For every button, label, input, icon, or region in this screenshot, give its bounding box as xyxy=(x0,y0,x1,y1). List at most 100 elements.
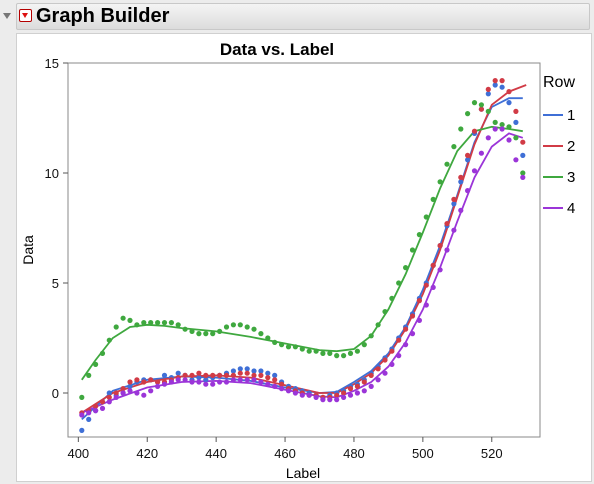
data-point-series-4 xyxy=(189,379,195,385)
data-point-series-4 xyxy=(368,383,374,389)
data-point-series-3 xyxy=(368,333,374,339)
data-point-series-3 xyxy=(403,265,409,271)
y-tick-label: 15 xyxy=(45,56,59,71)
data-point-series-4 xyxy=(93,408,99,414)
data-point-series-3 xyxy=(203,331,209,337)
legend-label-4[interactable]: 4 xyxy=(567,200,575,217)
data-point-series-1 xyxy=(506,100,512,106)
legend-label-2[interactable]: 2 xyxy=(567,138,575,155)
data-point-series-3 xyxy=(265,335,271,341)
data-point-series-3 xyxy=(382,309,388,315)
data-point-series-2 xyxy=(334,392,340,398)
data-point-series-4 xyxy=(306,392,312,398)
legend-label-1[interactable]: 1 xyxy=(567,107,575,124)
data-point-series-4 xyxy=(458,207,464,213)
data-point-series-2 xyxy=(99,399,106,405)
data-point-series-4 xyxy=(444,247,450,253)
data-point-series-1 xyxy=(230,368,236,374)
data-point-series-3 xyxy=(182,326,188,332)
data-point-series-4 xyxy=(279,386,285,392)
data-point-series-4 xyxy=(485,135,491,141)
data-point-series-2 xyxy=(148,377,154,383)
data-point-series-3 xyxy=(347,350,354,356)
data-point-series-3 xyxy=(210,331,216,337)
data-point-series-3 xyxy=(471,100,478,106)
data-point-series-3 xyxy=(272,339,278,345)
data-point-series-4 xyxy=(265,381,271,387)
data-point-series-2 xyxy=(120,386,126,392)
data-point-series-2 xyxy=(389,348,395,354)
data-point-series-4 xyxy=(334,397,340,403)
data-point-series-2 xyxy=(203,372,209,378)
data-point-series-3 xyxy=(478,102,484,108)
data-point-series-2 xyxy=(451,196,457,202)
data-point-series-4 xyxy=(403,342,409,348)
data-point-series-2 xyxy=(416,298,422,304)
window-title: Graph Builder xyxy=(36,5,170,27)
data-point-series-1 xyxy=(86,416,92,422)
x-tick-label: 480 xyxy=(343,446,365,461)
data-point-series-2 xyxy=(230,372,236,378)
y-axis: 0 5 10 15 xyxy=(45,56,68,401)
data-point-series-4 xyxy=(416,317,422,323)
data-point-series-1 xyxy=(203,377,209,383)
data-point-series-1 xyxy=(458,179,464,185)
data-point-series-4 xyxy=(471,168,478,174)
data-point-series-3 xyxy=(416,232,422,238)
data-point-series-4 xyxy=(168,379,174,385)
data-point-series-4 xyxy=(313,394,319,400)
data-point-series-3 xyxy=(375,322,381,328)
data-point-series-2 xyxy=(368,372,374,378)
data-point-series-4 xyxy=(389,361,395,367)
data-point-series-3 xyxy=(120,315,126,321)
title-bar xyxy=(16,3,590,30)
data-point-series-3 xyxy=(451,144,457,150)
data-point-series-3 xyxy=(327,350,333,356)
data-point-series-2 xyxy=(465,152,471,158)
data-point-series-3 xyxy=(251,326,257,332)
data-point-series-1 xyxy=(451,201,457,207)
data-point-series-3 xyxy=(79,394,85,400)
data-point-series-3 xyxy=(230,322,236,328)
red-triangle-menu-icon[interactable] xyxy=(19,9,32,22)
data-point-series-3 xyxy=(148,320,154,326)
data-point-series-3 xyxy=(189,328,195,334)
data-point-series-2 xyxy=(403,326,409,332)
data-point-series-3 xyxy=(113,324,119,330)
data-point-series-4 xyxy=(148,388,154,394)
data-point-series-4 xyxy=(430,284,436,290)
legend-title: Row xyxy=(543,74,575,91)
data-point-series-4 xyxy=(210,381,216,387)
disclosure-triangle-icon[interactable] xyxy=(3,13,11,19)
data-point-series-2 xyxy=(396,337,402,343)
data-point-series-4 xyxy=(513,157,519,163)
data-point-series-4 xyxy=(299,392,305,398)
data-point-series-1 xyxy=(237,366,243,372)
x-tick-label: 520 xyxy=(481,446,503,461)
plot-area xyxy=(67,62,541,438)
data-point-series-3 xyxy=(161,320,168,326)
data-point-series-4 xyxy=(437,267,443,273)
y-axis-title: Data xyxy=(20,235,36,265)
data-point-series-3 xyxy=(389,295,395,301)
data-point-series-3 xyxy=(237,322,243,328)
legend-label-3[interactable]: 3 xyxy=(567,169,575,186)
data-point-series-1 xyxy=(79,427,85,433)
data-point-series-1 xyxy=(244,366,250,372)
data-point-series-4 xyxy=(175,377,181,383)
data-point-series-1 xyxy=(251,368,257,374)
data-point-series-2 xyxy=(354,383,360,389)
data-point-series-4 xyxy=(354,390,360,396)
data-point-series-3 xyxy=(423,214,429,220)
data-point-series-4 xyxy=(127,388,133,394)
data-point-series-2 xyxy=(134,377,140,383)
data-point-series-2 xyxy=(223,372,230,378)
data-point-series-4 xyxy=(134,390,140,396)
x-tick-label: 500 xyxy=(412,446,434,461)
data-point-series-3 xyxy=(437,179,443,185)
data-point-series-2 xyxy=(382,357,388,363)
data-point-series-3 xyxy=(409,247,416,253)
data-point-series-4 xyxy=(196,379,202,385)
data-point-series-3 xyxy=(279,342,285,348)
data-point-series-3 xyxy=(396,280,402,286)
